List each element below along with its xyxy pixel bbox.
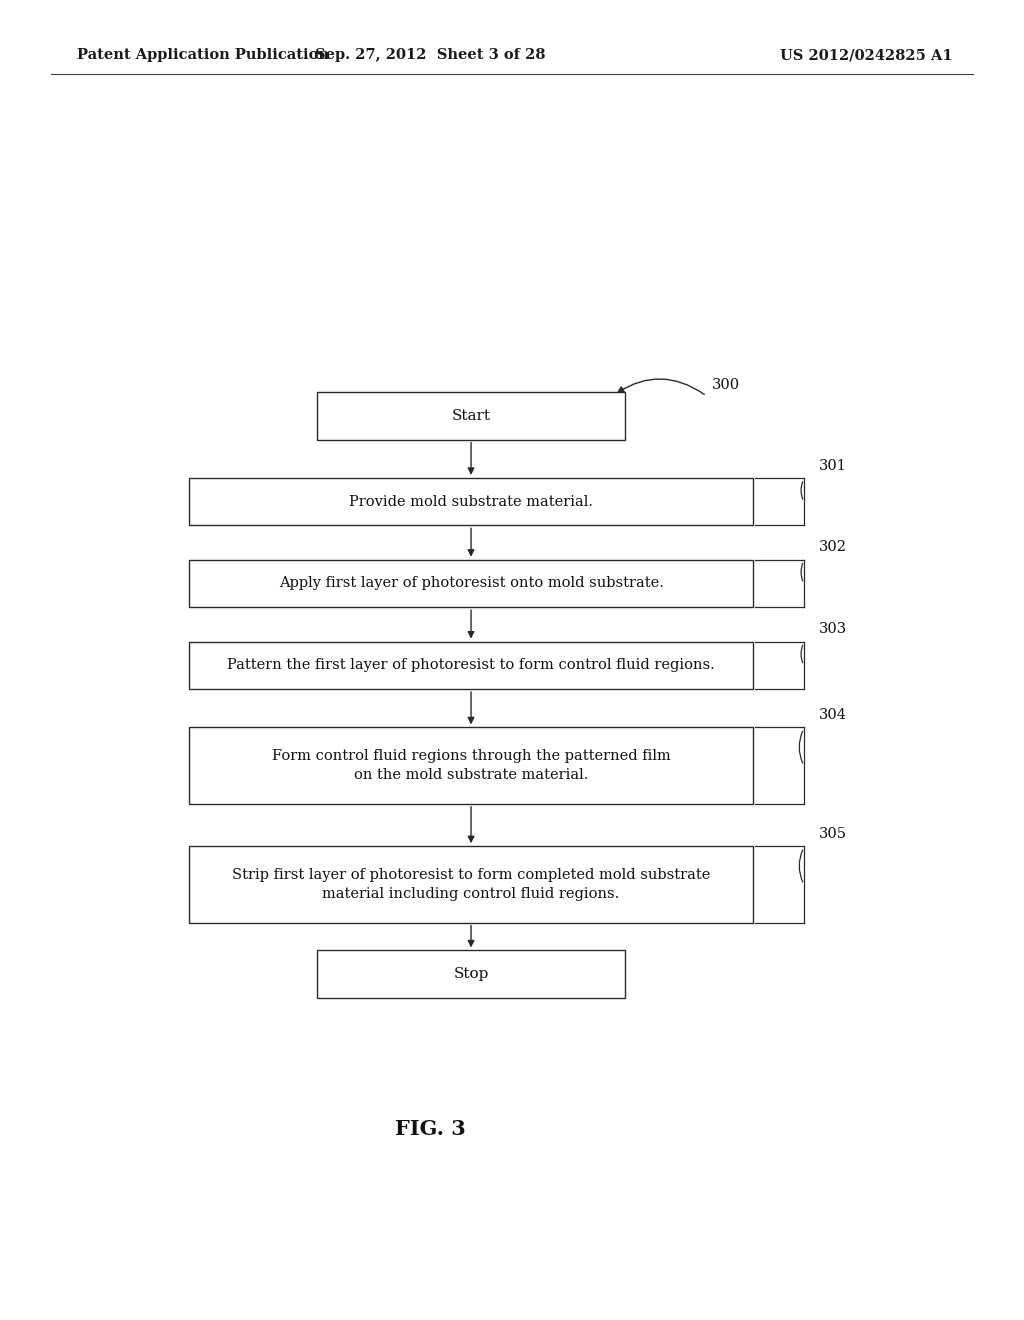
Text: US 2012/0242825 A1: US 2012/0242825 A1 xyxy=(779,49,952,62)
FancyBboxPatch shape xyxy=(189,560,753,607)
Text: 302: 302 xyxy=(819,540,847,554)
Text: 301: 301 xyxy=(819,458,847,473)
Text: 300: 300 xyxy=(712,379,739,392)
Text: Form control fluid regions through the patterned film
on the mold substrate mate: Form control fluid regions through the p… xyxy=(271,750,671,781)
Text: Apply first layer of photoresist onto mold substrate.: Apply first layer of photoresist onto mo… xyxy=(279,577,664,590)
Text: Pattern the first layer of photoresist to form control fluid regions.: Pattern the first layer of photoresist t… xyxy=(227,659,715,672)
FancyBboxPatch shape xyxy=(189,846,753,923)
Text: Sep. 27, 2012  Sheet 3 of 28: Sep. 27, 2012 Sheet 3 of 28 xyxy=(314,49,546,62)
Text: 303: 303 xyxy=(819,622,847,636)
Text: Start: Start xyxy=(452,409,490,422)
FancyBboxPatch shape xyxy=(317,950,625,998)
Text: 305: 305 xyxy=(819,826,847,841)
Text: 304: 304 xyxy=(819,708,847,722)
Text: Stop: Stop xyxy=(454,968,488,981)
FancyBboxPatch shape xyxy=(189,727,753,804)
FancyBboxPatch shape xyxy=(189,642,753,689)
FancyBboxPatch shape xyxy=(189,478,753,525)
Text: Strip first layer of photoresist to form completed mold substrate
material inclu: Strip first layer of photoresist to form… xyxy=(231,869,711,900)
Text: Patent Application Publication: Patent Application Publication xyxy=(77,49,329,62)
FancyBboxPatch shape xyxy=(317,392,625,440)
Text: Provide mold substrate material.: Provide mold substrate material. xyxy=(349,495,593,508)
Text: FIG. 3: FIG. 3 xyxy=(394,1118,466,1139)
